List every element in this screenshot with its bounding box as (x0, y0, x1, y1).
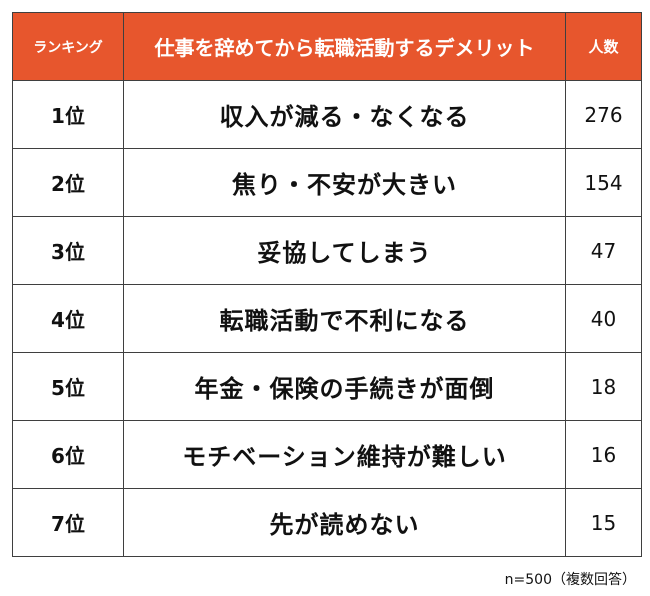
count-cell: 47 (565, 216, 642, 285)
rank-cell: 4位 (12, 284, 124, 353)
table-row: 1位 収入が減る・なくなる 276 (12, 80, 642, 149)
rank-cell: 1位 (12, 80, 124, 149)
item-cell: 年金・保険の手続きが面倒 (123, 352, 566, 421)
count-cell: 40 (565, 284, 642, 353)
header-rank: ランキング (12, 12, 124, 81)
table-row: 2位 焦り・不安が大きい 154 (12, 148, 642, 217)
item-cell: 転職活動で不利になる (123, 284, 566, 353)
item-cell: 収入が減る・なくなる (123, 80, 566, 149)
count-cell: 18 (565, 352, 642, 421)
rank-cell: 7位 (12, 488, 124, 557)
header-row: ランキング 仕事を辞めてから転職活動するデメリット 人数 (12, 12, 642, 81)
rank-cell: 3位 (12, 216, 124, 285)
rank-cell: 5位 (12, 352, 124, 421)
count-cell: 276 (565, 80, 642, 149)
table-row: 4位 転職活動で不利になる 40 (12, 284, 642, 353)
rank-cell: 6位 (12, 420, 124, 489)
header-count: 人数 (565, 12, 642, 81)
item-cell: 妥協してしまう (123, 216, 566, 285)
item-cell: 焦り・不安が大きい (123, 148, 566, 217)
count-cell: 16 (565, 420, 642, 489)
sample-size-note: n=500（複数回答） (504, 572, 636, 588)
item-cell: 先が読めない (123, 488, 566, 557)
table-row: 5位 年金・保険の手続きが面倒 18 (12, 352, 642, 421)
ranking-table: ランキング 仕事を辞めてから転職活動するデメリット 人数 1位 収入が減る・なく… (12, 12, 642, 557)
table-row: 7位 先が読めない 15 (12, 488, 642, 557)
table-row: 3位 妥協してしまう 47 (12, 216, 642, 285)
header-item: 仕事を辞めてから転職活動するデメリット (123, 12, 566, 81)
rank-cell: 2位 (12, 148, 124, 217)
count-cell: 15 (565, 488, 642, 557)
table-row: 6位 モチベーション維持が難しい 16 (12, 420, 642, 489)
item-cell: モチベーション維持が難しい (123, 420, 566, 489)
count-cell: 154 (565, 148, 642, 217)
ranking-table-container: ランキング 仕事を辞めてから転職活動するデメリット 人数 1位 収入が減る・なく… (12, 12, 642, 563)
